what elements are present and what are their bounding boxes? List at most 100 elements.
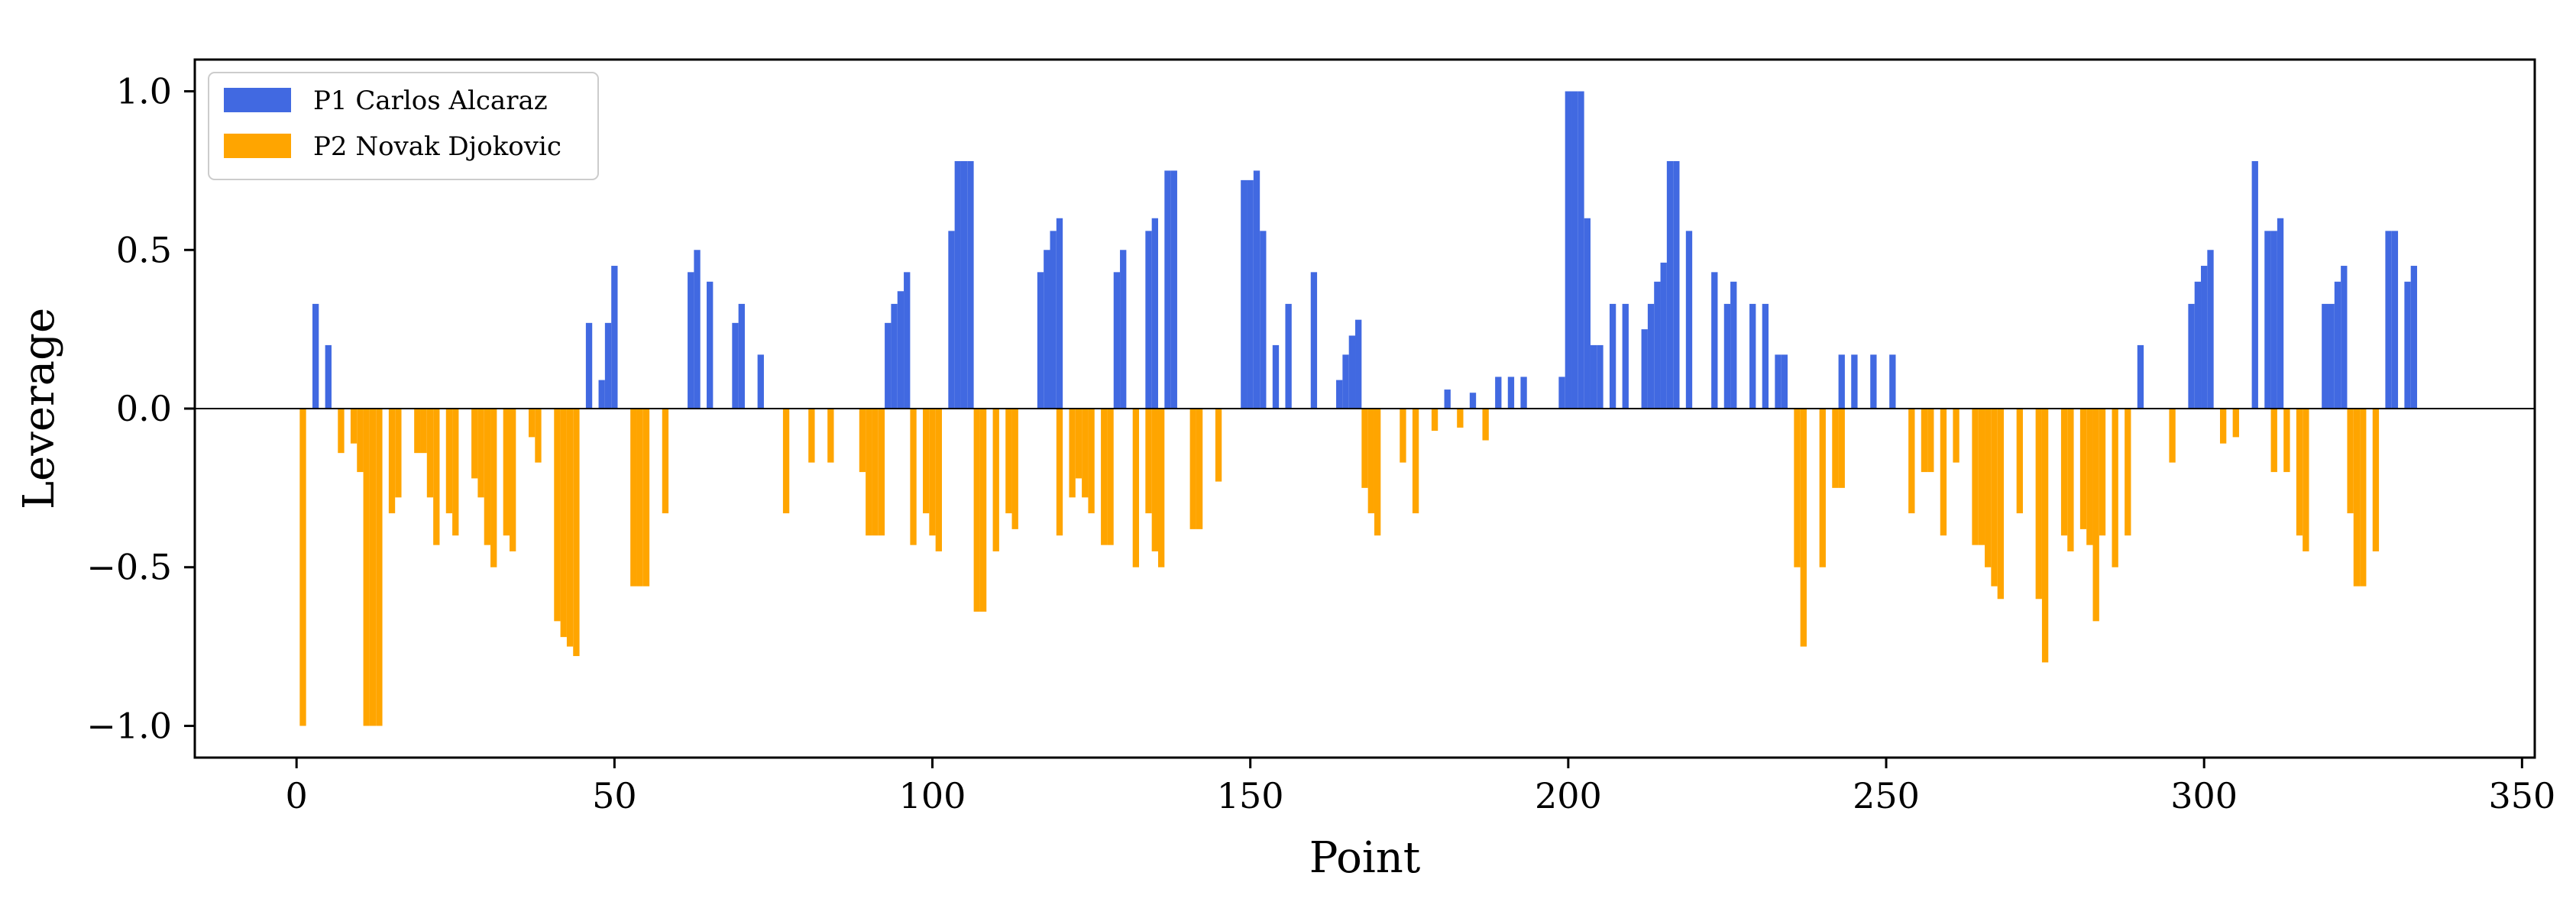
bar-p2-point-21 bbox=[426, 409, 434, 498]
bar-p1-point-104 bbox=[954, 160, 961, 409]
bar-p1-point-333 bbox=[2410, 266, 2418, 409]
bar-p2-point-42 bbox=[560, 409, 567, 638]
bar-p2-point-30 bbox=[484, 409, 491, 545]
x-tick-label-200: 200 bbox=[1535, 775, 1602, 816]
bar-p1-point-118 bbox=[1044, 250, 1050, 409]
bars-layer bbox=[299, 91, 2418, 726]
bar-p2-point-113 bbox=[1011, 409, 1018, 529]
bar-p2-point-256 bbox=[1921, 409, 1928, 473]
bar-p2-point-145 bbox=[1215, 409, 1222, 482]
bar-p2-point-22 bbox=[433, 409, 440, 545]
bar-p2-point-125 bbox=[1088, 409, 1095, 514]
bar-p1-point-166 bbox=[1348, 335, 1356, 409]
bar-p2-point-141 bbox=[1189, 409, 1196, 529]
bar-p1-point-137 bbox=[1164, 170, 1171, 409]
bar-p1-point-193 bbox=[1520, 377, 1527, 409]
bar-p2-point-54 bbox=[636, 409, 643, 587]
bar-p1-point-181 bbox=[1444, 389, 1451, 409]
bar-p2-point-169 bbox=[1367, 409, 1374, 514]
bar-p2-point-282 bbox=[2086, 409, 2093, 545]
bar-p2-point-43 bbox=[566, 409, 574, 647]
bar-p2-point-7 bbox=[338, 409, 345, 454]
x-tick-label-250: 250 bbox=[1853, 775, 1920, 816]
bar-p1-point-219 bbox=[1685, 231, 1693, 409]
y-tick-label-4: 1.0 bbox=[116, 71, 172, 112]
x-tick-label-150: 150 bbox=[1217, 775, 1284, 816]
bar-p1-point-138 bbox=[1170, 170, 1177, 409]
bar-p2-point-16 bbox=[395, 409, 402, 498]
bar-p2-point-124 bbox=[1082, 409, 1089, 498]
bar-p1-point-70 bbox=[738, 303, 745, 409]
bar-p2-point-142 bbox=[1196, 409, 1203, 529]
bar-p1-point-160 bbox=[1310, 272, 1318, 409]
bar-p2-point-38 bbox=[535, 409, 542, 463]
bar-p1-point-321 bbox=[2334, 281, 2341, 409]
bar-p1-point-215 bbox=[1660, 262, 1667, 409]
x-tick-label-0: 0 bbox=[286, 775, 308, 816]
bar-p1-point-209 bbox=[1622, 303, 1629, 409]
bar-p2-point-268 bbox=[1997, 409, 2004, 600]
bar-p2-point-123 bbox=[1075, 409, 1083, 479]
bar-p1-point-231 bbox=[1762, 303, 1769, 409]
bar-p1-point-251 bbox=[1889, 354, 1896, 409]
bar-p1-point-95 bbox=[897, 291, 905, 409]
bar-p2-point-323 bbox=[2347, 409, 2354, 514]
x-tick-label-50: 50 bbox=[592, 775, 637, 816]
bar-p1-point-135 bbox=[1151, 218, 1158, 409]
bar-p1-point-94 bbox=[891, 303, 898, 409]
bar-p2-point-257 bbox=[1927, 409, 1934, 473]
bar-p1-point-312 bbox=[2277, 218, 2284, 409]
bar-p1-point-5 bbox=[325, 344, 332, 409]
bar-p2-point-187 bbox=[1482, 409, 1489, 441]
bar-p2-point-128 bbox=[1107, 409, 1114, 545]
bar-p2-point-89 bbox=[859, 409, 866, 473]
bar-p1-point-167 bbox=[1355, 319, 1362, 409]
bar-p1-point-204 bbox=[1590, 344, 1597, 409]
bar-p2-point-33 bbox=[503, 409, 510, 536]
bar-p1-point-103 bbox=[948, 231, 955, 409]
bar-p2-point-20 bbox=[420, 409, 427, 454]
bar-p2-point-305 bbox=[2232, 409, 2239, 438]
bar-p2-point-24 bbox=[445, 409, 453, 514]
bar-p1-point-212 bbox=[1641, 329, 1648, 409]
bar-p1-point-164 bbox=[1336, 380, 1343, 409]
bar-p2-point-99 bbox=[923, 409, 930, 514]
bar-p1-point-62 bbox=[688, 272, 694, 409]
bar-p2-point-183 bbox=[1457, 409, 1464, 428]
bar-p2-point-11 bbox=[363, 409, 370, 726]
bar-p2-point-135 bbox=[1151, 409, 1158, 551]
bar-p1-point-151 bbox=[1253, 170, 1260, 409]
bar-p2-point-28 bbox=[471, 409, 478, 479]
bar-p1-point-213 bbox=[1647, 303, 1655, 409]
bar-p2-point-34 bbox=[510, 409, 516, 551]
bar-p1-point-191 bbox=[1507, 377, 1515, 409]
bar-p1-point-308 bbox=[2251, 160, 2258, 409]
bar-p2-point-120 bbox=[1056, 409, 1063, 536]
x-tick-label-350: 350 bbox=[2488, 775, 2555, 816]
bar-p1-point-96 bbox=[904, 272, 911, 409]
x-tick-label-100: 100 bbox=[899, 775, 966, 816]
bar-p1-point-189 bbox=[1495, 377, 1502, 409]
legend-label-p1: P1 Carlos Alcaraz bbox=[313, 86, 548, 116]
bar-p1-point-229 bbox=[1749, 303, 1756, 409]
bar-p2-point-108 bbox=[979, 409, 987, 612]
bar-p1-point-200 bbox=[1565, 91, 1572, 409]
bar-p1-point-130 bbox=[1120, 250, 1127, 409]
ticks-layer: 0 50 100 150 200 250 300 350 −1.0 −0.5 0.0 0.5 1.0 bbox=[86, 71, 2555, 816]
bar-p2-point-37 bbox=[528, 409, 536, 438]
bar-p2-point-19 bbox=[414, 409, 421, 454]
bar-p1-point-301 bbox=[2207, 250, 2214, 409]
bar-p1-point-223 bbox=[1711, 272, 1718, 409]
bar-p2-point-13 bbox=[376, 409, 383, 726]
bar-p1-point-120 bbox=[1056, 218, 1063, 409]
legend-swatch-p2 bbox=[224, 134, 291, 158]
bar-p2-point-278 bbox=[2060, 409, 2068, 536]
bar-p1-point-207 bbox=[1609, 303, 1616, 409]
bar-p2-point-10 bbox=[357, 409, 364, 473]
bar-p2-point-25 bbox=[452, 409, 459, 536]
bar-p2-point-90 bbox=[866, 409, 872, 536]
bar-p2-point-311 bbox=[2270, 409, 2277, 473]
bar-p1-point-49 bbox=[604, 322, 612, 409]
bar-p2-point-254 bbox=[1908, 409, 1915, 514]
bar-p2-point-327 bbox=[2372, 409, 2380, 551]
